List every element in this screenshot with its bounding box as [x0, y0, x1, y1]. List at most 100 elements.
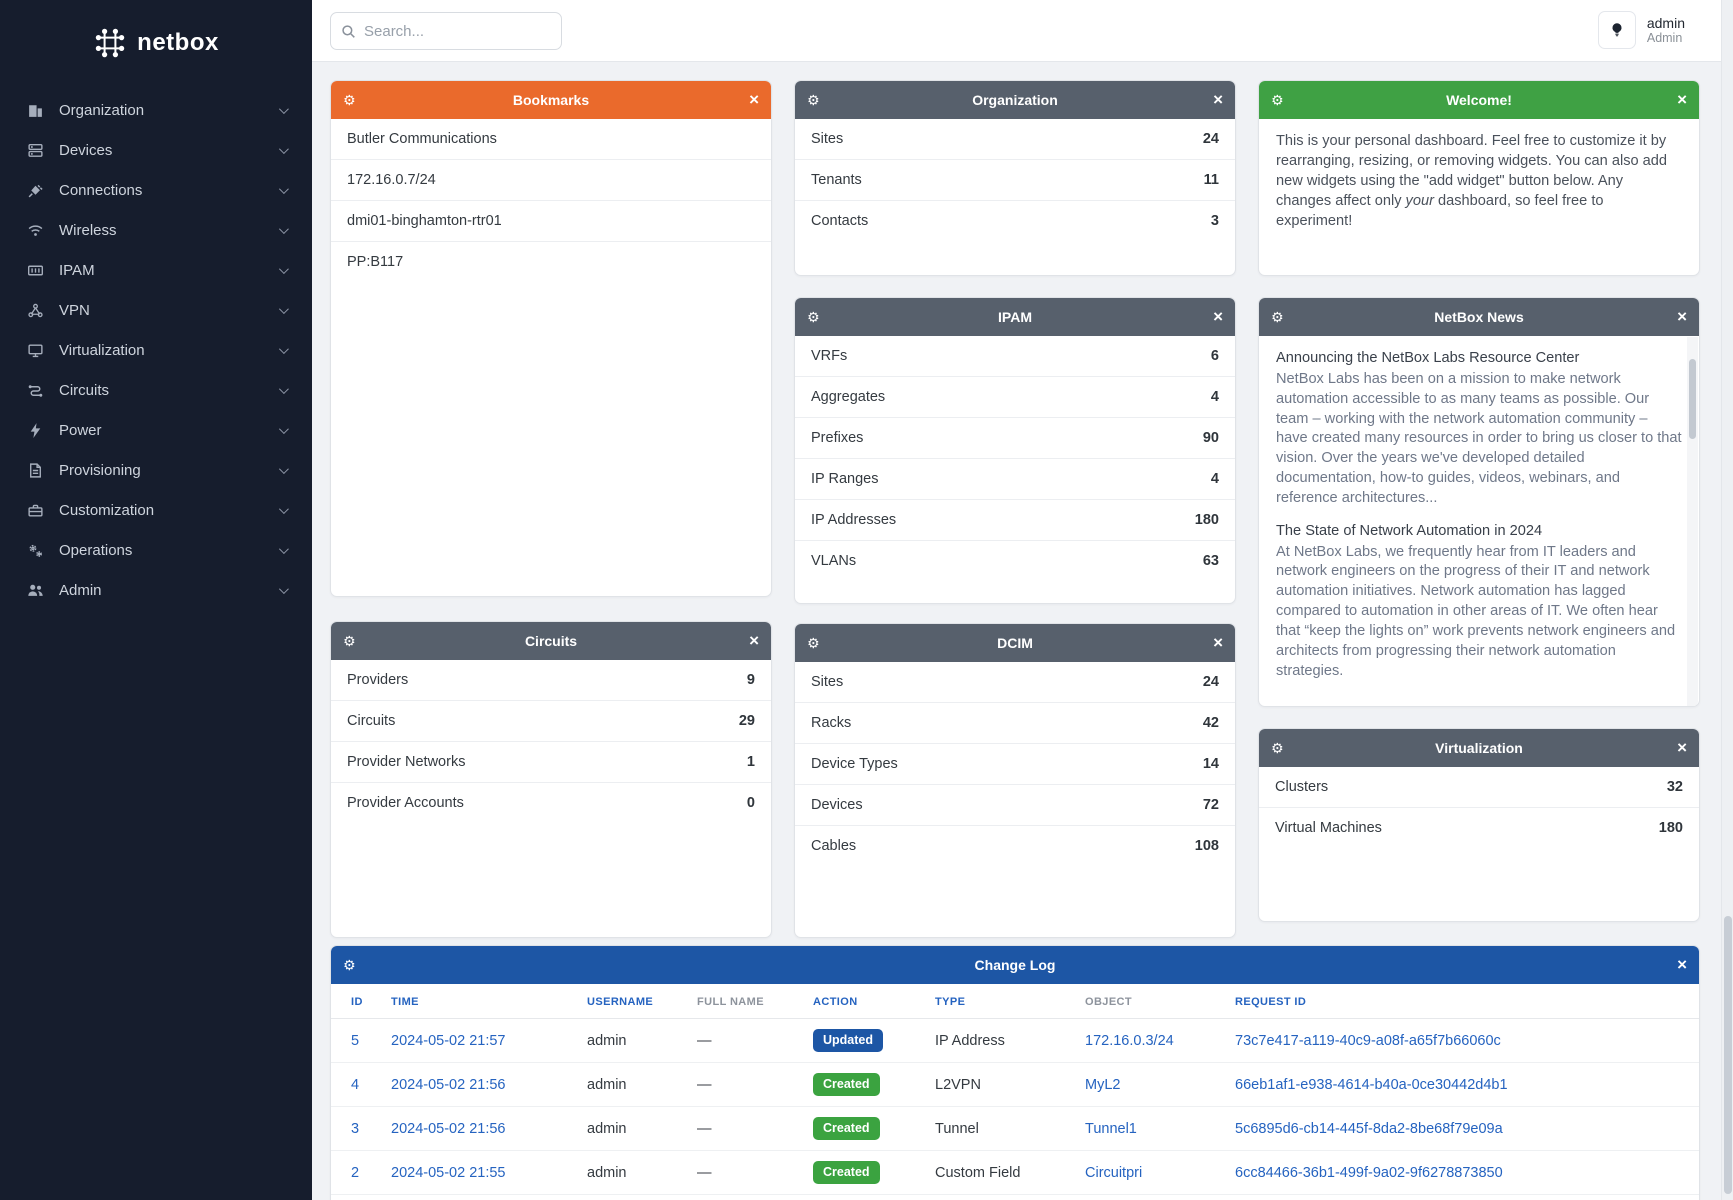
netbox-logo[interactable]: netbox	[0, 0, 312, 90]
sidebar-item-ipam[interactable]: IPAM	[14, 250, 298, 290]
stat-label: Clusters	[1275, 779, 1329, 795]
gear-icon[interactable]: ⚙	[807, 634, 820, 651]
sidebar-item-virtualization[interactable]: Virtualization	[14, 330, 298, 370]
column-header-action[interactable]: ACTION	[801, 984, 923, 1019]
stat-row[interactable]: Sites 24	[795, 119, 1235, 160]
column-header-username[interactable]: USERNAME	[575, 984, 685, 1019]
change-object-link[interactable]: Tunnel1	[1085, 1120, 1137, 1137]
stat-row[interactable]: Virtual Machines 180	[1259, 808, 1699, 848]
close-icon[interactable]: ×	[1213, 633, 1223, 652]
page-scrollbar[interactable]	[1721, 0, 1733, 1200]
change-request-id-link[interactable]: 6cc84466-36b1-499f-9a02-9f6278873850	[1235, 1164, 1503, 1181]
change-time-link[interactable]: 2024-05-02 21:56	[391, 1076, 506, 1093]
stat-label: Contacts	[811, 213, 869, 229]
change-id-link[interactable]: 5	[351, 1032, 360, 1049]
bookmark-item[interactable]: dmi01-binghamton-rtr01	[331, 201, 771, 242]
close-icon[interactable]: ×	[1677, 307, 1687, 326]
close-icon[interactable]: ×	[1677, 738, 1687, 757]
close-icon[interactable]: ×	[749, 90, 759, 109]
stat-row[interactable]: Circuits 29	[331, 701, 771, 742]
change-object-link[interactable]: 172.16.0.3/24	[1085, 1032, 1174, 1049]
column-header-type[interactable]: TYPE	[923, 984, 1073, 1019]
sidebar-item-customization[interactable]: Customization	[14, 490, 298, 530]
bookmark-item[interactable]: 172.16.0.7/24	[331, 160, 771, 201]
stat-row[interactable]: IP Ranges 4	[795, 459, 1235, 500]
sidebar-item-organization[interactable]: Organization	[14, 90, 298, 130]
user-info[interactable]: admin Admin	[1647, 15, 1685, 45]
stat-row[interactable]: Device Types 14	[795, 744, 1235, 785]
stat-row[interactable]: Devices 72	[795, 785, 1235, 826]
sidebar-item-label: Power	[59, 421, 102, 439]
sidebar-item-admin[interactable]: Admin	[14, 570, 298, 610]
stat-row[interactable]: VRFs 6	[795, 336, 1235, 377]
news-scrollbar[interactable]	[1687, 337, 1698, 706]
change-full-name: —	[685, 1018, 801, 1063]
bookmark-item[interactable]: PP:B117	[347, 254, 404, 270]
news-headline-link[interactable]: The State of Network Automation in 2024	[1276, 522, 1543, 539]
close-icon[interactable]: ×	[1213, 307, 1223, 326]
bookmark-item[interactable]: Butler Communications	[331, 119, 771, 160]
stat-row[interactable]: VLANs 63	[795, 541, 1235, 581]
stat-row[interactable]: Provider Networks 1	[331, 742, 771, 783]
sidebar-item-connections[interactable]: Connections	[14, 170, 298, 210]
news-headline-link[interactable]: Announcing the NetBox Labs Resource Cent…	[1276, 350, 1580, 366]
sidebar-item-provisioning[interactable]: Provisioning	[14, 450, 298, 490]
gear-icon[interactable]: ⚙	[343, 91, 356, 108]
column-header-time[interactable]: TIME	[379, 984, 575, 1019]
stat-row[interactable]: Sites 24	[795, 662, 1235, 703]
change-time-link[interactable]: 2024-05-02 21:57	[391, 1032, 506, 1049]
column-header-request-id[interactable]: REQUEST ID	[1223, 984, 1699, 1019]
change-object-link[interactable]: Circuitpri	[1085, 1164, 1143, 1181]
gear-icon[interactable]: ⚙	[807, 308, 820, 325]
change-full-name: —	[685, 1194, 801, 1200]
page-scrollbar-thumb[interactable]	[1724, 916, 1732, 1194]
gear-icon[interactable]: ⚙	[343, 956, 356, 973]
plug-icon	[26, 181, 44, 199]
gear-icon[interactable]: ⚙	[343, 632, 356, 649]
stat-row[interactable]: Racks 42	[795, 703, 1235, 744]
stat-row[interactable]: Cables 108	[795, 826, 1235, 866]
sidebar-item-circuits[interactable]: Circuits	[14, 370, 298, 410]
change-time-link[interactable]: 2024-05-02 21:55	[391, 1164, 506, 1181]
chevron-down-icon	[278, 383, 289, 394]
stat-label: Prefixes	[811, 430, 864, 446]
widget-title: IPAM	[998, 309, 1032, 325]
stat-row[interactable]: Prefixes 90	[795, 418, 1235, 459]
sidebar-item-operations[interactable]: Operations	[14, 530, 298, 570]
change-object-link[interactable]: MyL2	[1085, 1076, 1121, 1093]
change-request-id-link[interactable]: 73c7e417-a119-40c9-a08f-a65f7b66060c	[1235, 1032, 1501, 1049]
column-header-id[interactable]: ID	[331, 984, 379, 1019]
widget-organization: ⚙ Organization × Sites 24 Tenants 11 Conta…	[794, 80, 1236, 276]
close-icon[interactable]: ×	[1213, 90, 1223, 109]
change-request-id-link[interactable]: 5c6895d6-cb14-445f-8da2-8be68f79e09a	[1235, 1120, 1503, 1137]
welcome-text-part: This is your personal dashboard. Feel fr…	[1276, 133, 1668, 209]
change-request-id-link[interactable]: 66eb1af1-e938-4614-b40a-0ce30442d4b1	[1235, 1076, 1508, 1093]
gear-icon[interactable]: ⚙	[1271, 91, 1284, 108]
search-input[interactable]	[364, 22, 534, 40]
stat-row[interactable]: Provider Accounts 0	[331, 783, 771, 823]
sidebar-item-vpn[interactable]: VPN	[14, 290, 298, 330]
change-id-link[interactable]: 4	[351, 1076, 360, 1093]
gear-icon[interactable]: ⚙	[807, 91, 820, 108]
close-icon[interactable]: ×	[749, 631, 759, 650]
change-id-link[interactable]: 3	[351, 1120, 360, 1137]
gear-icon[interactable]: ⚙	[1271, 739, 1284, 756]
sidebar-item-devices[interactable]: Devices	[14, 130, 298, 170]
close-icon[interactable]: ×	[1677, 90, 1687, 109]
stat-row[interactable]: Tenants 11	[795, 160, 1235, 201]
theme-toggle-button[interactable]	[1597, 11, 1636, 49]
chevron-down-icon	[278, 103, 289, 114]
sidebar-item-wireless[interactable]: Wireless	[14, 210, 298, 250]
news-scrollbar-thumb[interactable]	[1689, 359, 1696, 439]
stat-row[interactable]: Providers 9	[331, 660, 771, 701]
search-box[interactable]	[330, 12, 562, 50]
stat-row[interactable]: Aggregates 4	[795, 377, 1235, 418]
gear-icon[interactable]: ⚙	[1271, 308, 1284, 325]
change-time-link[interactable]: 2024-05-02 21:56	[391, 1120, 506, 1137]
sidebar-item-power[interactable]: Power	[14, 410, 298, 450]
change-id-link[interactable]: 2	[351, 1164, 360, 1181]
close-icon[interactable]: ×	[1677, 955, 1687, 974]
stat-row[interactable]: Clusters 32	[1259, 767, 1699, 808]
stat-row[interactable]: Contacts 3	[795, 201, 1235, 241]
stat-row[interactable]: IP Addresses 180	[795, 500, 1235, 541]
